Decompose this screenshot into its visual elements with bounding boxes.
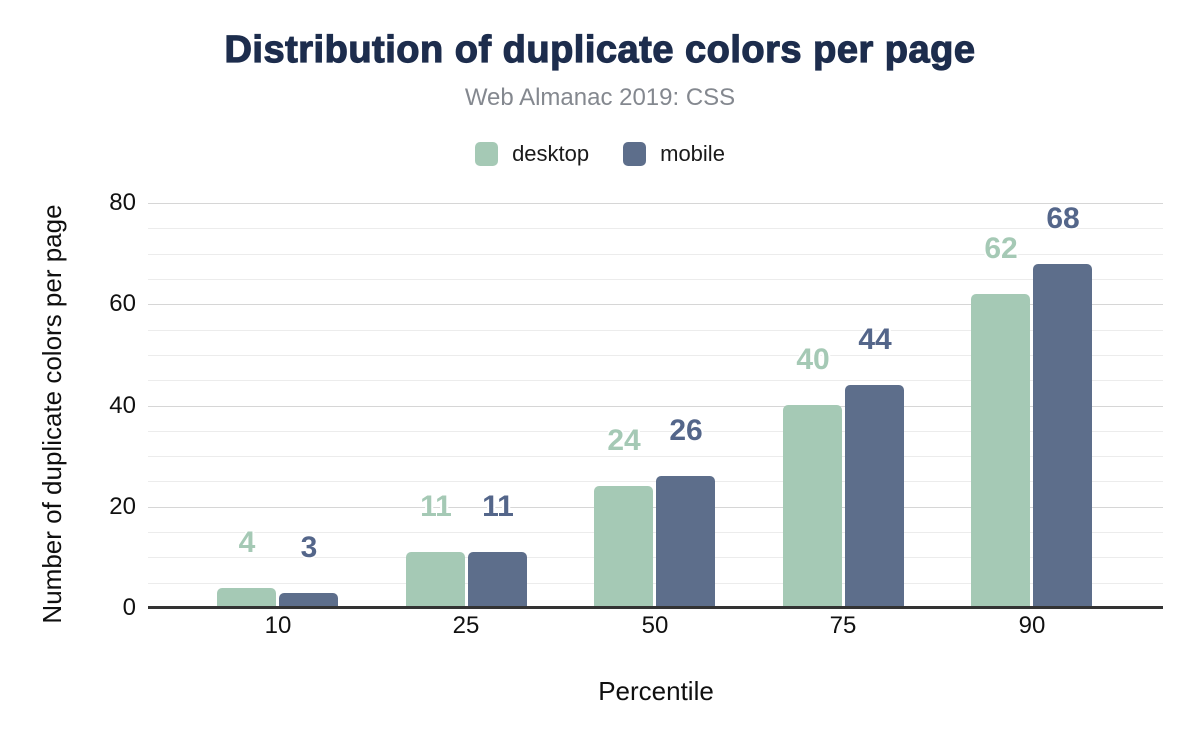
legend-item-desktop[interactable]: desktop	[475, 141, 589, 167]
bar-value-label-desktop-p75: 40	[796, 343, 830, 376]
chart-title: Distribution of duplicate colors per pag…	[224, 28, 976, 71]
gridline-major	[148, 507, 1163, 508]
legend-label-desktop: desktop	[512, 141, 590, 166]
chart-subtitle: Web Almanac 2019: CSS	[464, 84, 736, 111]
bar-value-label-mobile-p75: 44	[858, 323, 892, 356]
gridline-major	[148, 304, 1163, 305]
bar-value-label-desktop-p90: 62	[984, 232, 1018, 265]
legend-item-mobile[interactable]: mobile	[623, 141, 725, 167]
gridline-minor	[148, 380, 1163, 381]
bar-mobile-p90[interactable]	[1033, 264, 1092, 608]
gridline-minor	[148, 254, 1163, 255]
bar-desktop-p75[interactable]	[783, 405, 842, 608]
bar-mobile-p75[interactable]	[845, 385, 904, 608]
gridline-minor	[148, 431, 1163, 432]
legend-label-mobile: mobile	[660, 141, 725, 166]
x-tick-label: 90	[1018, 612, 1046, 639]
x-tick-label: 25	[452, 612, 480, 639]
x-axis-title: Percentile	[598, 676, 714, 706]
x-tick-label: 10	[264, 612, 292, 639]
gridline-minor	[148, 279, 1163, 280]
bar-value-label-desktop-p50: 24	[607, 424, 641, 457]
y-tick-label: 20	[109, 493, 136, 520]
bar-value-label-desktop-p25: 11	[420, 490, 452, 523]
x-tick-label: 75	[829, 612, 857, 639]
bar-value-label-desktop-p10: 4	[238, 526, 256, 559]
bar-mobile-p25[interactable]	[468, 552, 527, 608]
bar-value-label-mobile-p50: 26	[669, 414, 703, 447]
x-tick-label: 50	[641, 612, 669, 639]
gridline-minor	[148, 330, 1163, 331]
gridline-minor	[148, 456, 1163, 457]
y-tick-label: 80	[109, 189, 136, 216]
bar-value-label-mobile-p25: 11	[482, 490, 514, 523]
bar-value-label-mobile-p90: 68	[1046, 202, 1080, 235]
bar-desktop-p90[interactable]	[971, 294, 1030, 608]
gridline-minor	[148, 481, 1163, 482]
gridline-minor	[148, 228, 1163, 229]
gridline-minor	[148, 355, 1163, 356]
bar-mobile-p50[interactable]	[656, 476, 715, 608]
bar-desktop-p50[interactable]	[594, 486, 653, 608]
gridline-major	[148, 203, 1163, 204]
x-axis-baseline	[148, 606, 1163, 609]
bar-value-label-mobile-p10: 3	[300, 531, 318, 564]
legend-swatch-mobile-icon	[623, 142, 647, 166]
y-tick-label: 60	[109, 290, 136, 317]
gridline-minor	[148, 532, 1163, 533]
legend-swatch-desktop-icon	[475, 142, 499, 166]
y-tick-label: 0	[122, 594, 136, 621]
bar-desktop-p10[interactable]	[217, 588, 276, 608]
bar-mobile-p10[interactable]	[279, 593, 338, 608]
gridline-minor	[148, 583, 1163, 584]
bar-desktop-p25[interactable]	[406, 552, 465, 608]
legend: desktop mobile	[0, 139, 1200, 169]
gridline-major	[148, 406, 1163, 407]
y-tick-label: 40	[109, 392, 136, 419]
gridline-minor	[148, 557, 1163, 558]
